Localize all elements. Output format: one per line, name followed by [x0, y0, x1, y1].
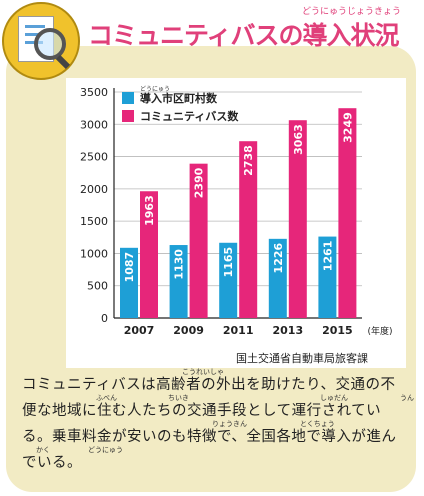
- bar-value-label: 3063: [292, 124, 305, 155]
- bar: [338, 108, 357, 318]
- y-tick-label: 3500: [80, 86, 108, 99]
- body-text: コミュニティバスは高齢者の外出を助けたり、交通の不便な地域に住む人たちの交通手段…: [22, 377, 397, 471]
- ruby-shudan: しゅだん: [320, 394, 348, 402]
- bar: [268, 238, 287, 318]
- y-tick-label: 2500: [80, 151, 108, 164]
- bar: [239, 141, 258, 318]
- ruby-fuben: ふべん: [96, 394, 117, 402]
- bar-value-label: 1226: [272, 242, 285, 273]
- page-title-ruby: どうにゅうじょうきょう: [302, 7, 402, 17]
- legend-label-ruby: どうにゅう: [140, 85, 170, 93]
- bar: [288, 120, 307, 318]
- legend-swatch: [122, 92, 134, 104]
- x-tick-label: 2007: [124, 324, 155, 337]
- chart-source: 国土交通省自動車局旅客課: [236, 352, 368, 365]
- bar-value-label: 1261: [321, 241, 334, 272]
- bar-value-label: 3249: [341, 112, 354, 143]
- ruby-dounyuu: どうにゅう: [88, 446, 123, 454]
- y-tick-label: 1000: [80, 247, 108, 260]
- x-tick-label: 2013: [272, 324, 303, 337]
- x-unit-label: (年度): [367, 325, 392, 337]
- ruby-ryoukin: りょうきん: [212, 420, 247, 428]
- x-tick-label: 2015: [322, 324, 353, 337]
- legend-label: 導入市区町村数: [140, 91, 218, 105]
- bar: [140, 191, 158, 318]
- ruby-chiiki: ちいき: [168, 394, 189, 402]
- bar: [318, 236, 337, 318]
- bar-value-label: 2738: [242, 145, 255, 176]
- x-tick-label: 2011: [223, 324, 254, 337]
- legend-label: コミュニティバス数: [140, 109, 239, 123]
- bar-value-label: 1963: [143, 195, 156, 226]
- report-magnifier-icon: [2, 2, 80, 80]
- bar-value-label: 1130: [173, 249, 186, 280]
- bar-chart: 0 500 1000 1500 2000 2500 3000 3500 1087 1963 2007…: [80, 85, 393, 337]
- ruby-tokuchou: とくちょう: [300, 420, 335, 428]
- bar: [219, 242, 238, 318]
- magnifier-lens-icon: [34, 28, 66, 60]
- bar: [189, 163, 208, 318]
- bar: [120, 247, 138, 318]
- ruby-koureisha: こうれいしゃ: [182, 368, 224, 376]
- page-title: コミュニティバスの導入状況: [88, 16, 400, 52]
- ruby-kaku: かく: [36, 446, 50, 454]
- legend-swatch: [122, 110, 134, 122]
- x-tick-label: 2009: [173, 324, 204, 337]
- y-tick-label: 500: [87, 280, 108, 293]
- bar-value-label: 1165: [222, 247, 235, 278]
- ruby-un: うん: [400, 394, 414, 402]
- y-tick-label: 0: [101, 312, 108, 325]
- y-tick-label: 3000: [80, 118, 108, 131]
- bar-value-label: 1087: [123, 252, 136, 283]
- bar: [169, 245, 188, 318]
- page-title-text: コミュニティバスの導入状況: [88, 21, 400, 50]
- bar-value-label: 2390: [193, 167, 206, 198]
- y-tick-label: 2000: [80, 183, 108, 196]
- y-tick-label: 1500: [80, 215, 108, 228]
